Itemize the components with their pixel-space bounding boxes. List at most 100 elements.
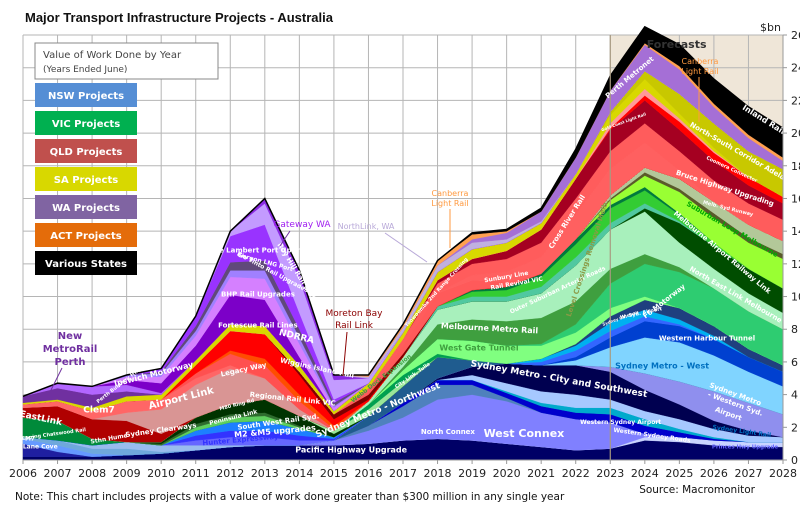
annotation-gateway-wa: Gateway WA bbox=[273, 220, 331, 247]
area-label: Clem7 bbox=[83, 406, 114, 416]
annotation-northlink-wa: NorthLink, WA bbox=[338, 222, 428, 263]
x-tick-label: 2011 bbox=[182, 467, 210, 480]
legend-label: WA Projects bbox=[52, 203, 120, 214]
y-axis-unit: $bn bbox=[760, 21, 781, 34]
legend-label: VIC Projects bbox=[52, 119, 120, 130]
x-tick-label: 2022 bbox=[562, 467, 590, 480]
legend-swatch bbox=[35, 111, 137, 135]
source-note: Source: Macromonitor bbox=[639, 484, 755, 496]
y-tick-label: 12 bbox=[791, 258, 800, 271]
x-tick-label: 2027 bbox=[734, 467, 762, 480]
legend-label: NSW Projects bbox=[48, 91, 124, 102]
legend-swatch bbox=[35, 83, 137, 107]
area-label: Fortescue Rail Lines bbox=[218, 322, 297, 330]
legend-label: ACT Projects bbox=[50, 231, 121, 242]
total-outline bbox=[22, 25, 784, 398]
annotation-text: Gateway WA bbox=[273, 220, 331, 230]
y-tick-label: 10 bbox=[791, 291, 800, 304]
legend-swatch bbox=[35, 251, 137, 275]
y-tick-label: 16 bbox=[791, 192, 800, 205]
annotation-arrow bbox=[342, 331, 348, 377]
footnote: Note: This chart includes projects with … bbox=[15, 491, 565, 503]
y-tick-label: 20 bbox=[791, 127, 800, 140]
legend-swatch bbox=[35, 195, 137, 219]
y-tick-label: 2 bbox=[791, 421, 798, 434]
y-tick-label: 4 bbox=[791, 389, 798, 402]
annotation-text: Rail Link bbox=[335, 321, 374, 331]
x-tick-label: 2021 bbox=[527, 467, 555, 480]
area-label: Pacific Highway Upgrade bbox=[295, 446, 407, 455]
x-tick-label: 2019 bbox=[458, 467, 486, 480]
x-tick-label: 2026 bbox=[700, 467, 728, 480]
area-label: Sydney Metro - West bbox=[615, 361, 709, 370]
x-tick-label: 2008 bbox=[78, 467, 106, 480]
x-tick-label: 2010 bbox=[147, 467, 175, 480]
x-tick-label: 2012 bbox=[216, 467, 244, 480]
x-tick-label: 2024 bbox=[631, 467, 659, 480]
annotation-text: Moreton Bay bbox=[326, 309, 384, 319]
annotation-arrow bbox=[384, 232, 428, 263]
annotation-new-metrorail-perth: New MetroRail Perth bbox=[43, 331, 98, 399]
legend-label: Various States bbox=[45, 259, 127, 270]
area-label: North Connex bbox=[421, 428, 476, 436]
area-label: Lane Cove bbox=[23, 444, 58, 451]
annotation-text: New bbox=[58, 331, 82, 342]
area-label: M7 bbox=[25, 435, 35, 442]
x-tick-label: 2020 bbox=[493, 467, 521, 480]
annotation-text: Canberra bbox=[682, 57, 719, 66]
subtitle-frame bbox=[34, 42, 219, 80]
legend-swatch bbox=[35, 223, 137, 247]
annotation-text: Light Rail bbox=[681, 67, 718, 76]
x-tick-label: 2025 bbox=[665, 467, 693, 480]
area-label: Western Sydney Airport bbox=[580, 419, 661, 426]
x-tick-label: 2017 bbox=[389, 467, 417, 480]
subtitle-box: Value of Work Done by Year (Years Ended … bbox=[34, 42, 219, 80]
x-tick-label: 2006 bbox=[9, 467, 37, 480]
annotation-text: Light Rail bbox=[431, 199, 468, 208]
area-label: West Connex bbox=[484, 427, 565, 440]
legend-swatch bbox=[35, 139, 137, 163]
x-tick-label: 2015 bbox=[320, 467, 348, 480]
area-label: Princes Hwy Upgrade bbox=[712, 445, 779, 451]
x-tick-label: 2023 bbox=[596, 467, 624, 480]
annotation-text: MetroRail bbox=[43, 344, 98, 355]
x-tick-label: 2016 bbox=[354, 467, 382, 480]
annotation-text: NorthLink, WA bbox=[338, 222, 395, 231]
legend-label: SA Projects bbox=[54, 175, 118, 186]
y-tick-label: 6 bbox=[791, 356, 798, 369]
legend: NSW Projects VIC Projects QLD Projects SA P… bbox=[35, 83, 137, 275]
x-tick-label: 2009 bbox=[113, 467, 141, 480]
subtitle-line2: (Years Ended June) bbox=[43, 65, 127, 75]
forecasts-label: Forecasts bbox=[647, 38, 707, 51]
annotation-text: Perth bbox=[55, 357, 86, 368]
y-tick-label: 18 bbox=[791, 160, 800, 173]
y-tick-label: 26 bbox=[791, 29, 800, 42]
y-tick-label: 24 bbox=[791, 62, 800, 75]
y-axis: 02468101214161820222426 bbox=[782, 29, 800, 467]
annotation-text: Canberra bbox=[432, 189, 469, 198]
area-label: Western Harbour Tunnel bbox=[659, 335, 755, 343]
annotation-canberra-light-rail-2019: Canberra Light Rail bbox=[431, 189, 469, 248]
subtitle-line1: Value of Work Done by Year bbox=[43, 50, 182, 61]
x-tick-label: 2007 bbox=[44, 467, 72, 480]
y-tick-label: 8 bbox=[791, 323, 798, 336]
x-tick-label: 2028 bbox=[769, 467, 797, 480]
annotation-moreton-bay: Moreton Bay Rail Link bbox=[326, 309, 384, 377]
stacked-areas bbox=[22, 25, 784, 461]
legend-swatch bbox=[35, 167, 137, 191]
x-tick-label: 2014 bbox=[285, 467, 313, 480]
x-tick-label: 2013 bbox=[251, 467, 279, 480]
area-label: Cape Lambert Port Upgrades bbox=[204, 246, 319, 254]
y-tick-label: 22 bbox=[791, 94, 800, 107]
area-label: BHP Rail Upgrades bbox=[221, 291, 295, 299]
annotation-arrow bbox=[46, 367, 63, 399]
y-tick-label: 14 bbox=[791, 225, 800, 238]
chart-title: Major Transport Infrastructure Projects … bbox=[25, 10, 334, 25]
x-axis: 2006 2007 2008 2009 2010 2011 2012 2013 2014 2015… bbox=[9, 459, 797, 480]
annotation-arrow bbox=[279, 230, 291, 247]
annotation-canberra-light-rail-2026: Canberra Light Rail bbox=[681, 57, 719, 122]
legend-label: QLD Projects bbox=[50, 147, 123, 158]
area-label: West Gate Tunnel bbox=[439, 343, 518, 352]
y-tick-label: 0 bbox=[791, 454, 798, 467]
